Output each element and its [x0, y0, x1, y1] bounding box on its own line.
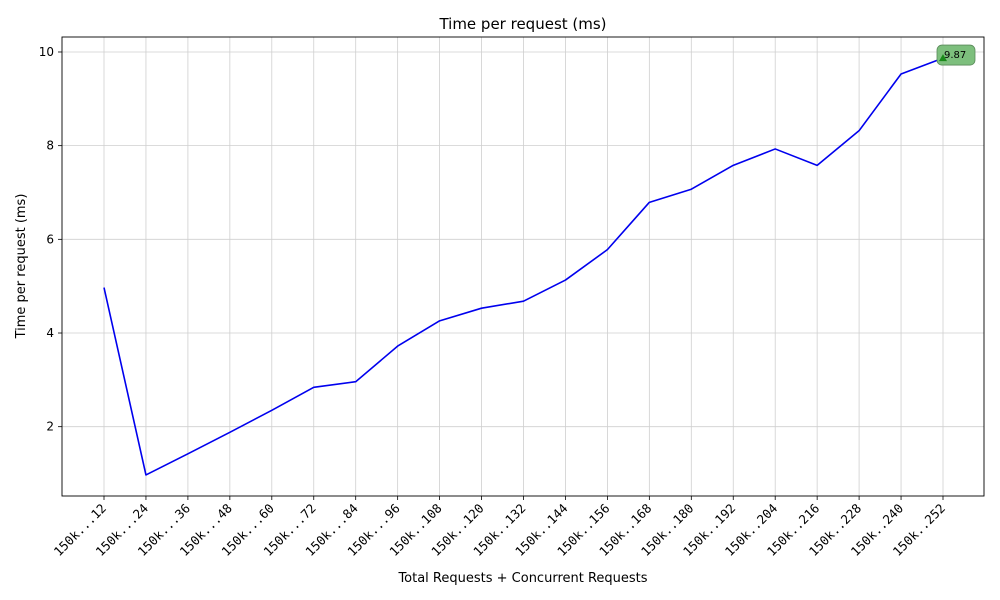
annotation-box: [936, 44, 976, 66]
axis-ticks: 150k...12150k...24150k...36150k...48150k…: [39, 45, 948, 559]
y-tick-label: 10: [39, 45, 54, 59]
series-line: [103, 57, 944, 476]
plot-frame: [61, 36, 985, 497]
y-tick-label: 6: [46, 232, 54, 246]
annotation-label: 9.87: [944, 50, 966, 61]
chart-title: Time per request (ms): [438, 15, 606, 33]
y-tick-label: 2: [46, 420, 54, 434]
y-axis-label: Time per request (ms): [14, 194, 29, 340]
y-tick-label: 4: [46, 326, 54, 340]
x-axis-label: Total Requests + Concurrent Requests: [397, 571, 647, 586]
max-marker-icon: [939, 54, 947, 62]
y-tick-label: 8: [46, 139, 54, 153]
annotation-layer: 9.87: [936, 44, 976, 66]
grid-lines: [62, 37, 984, 496]
series-line-layer: [103, 57, 944, 476]
